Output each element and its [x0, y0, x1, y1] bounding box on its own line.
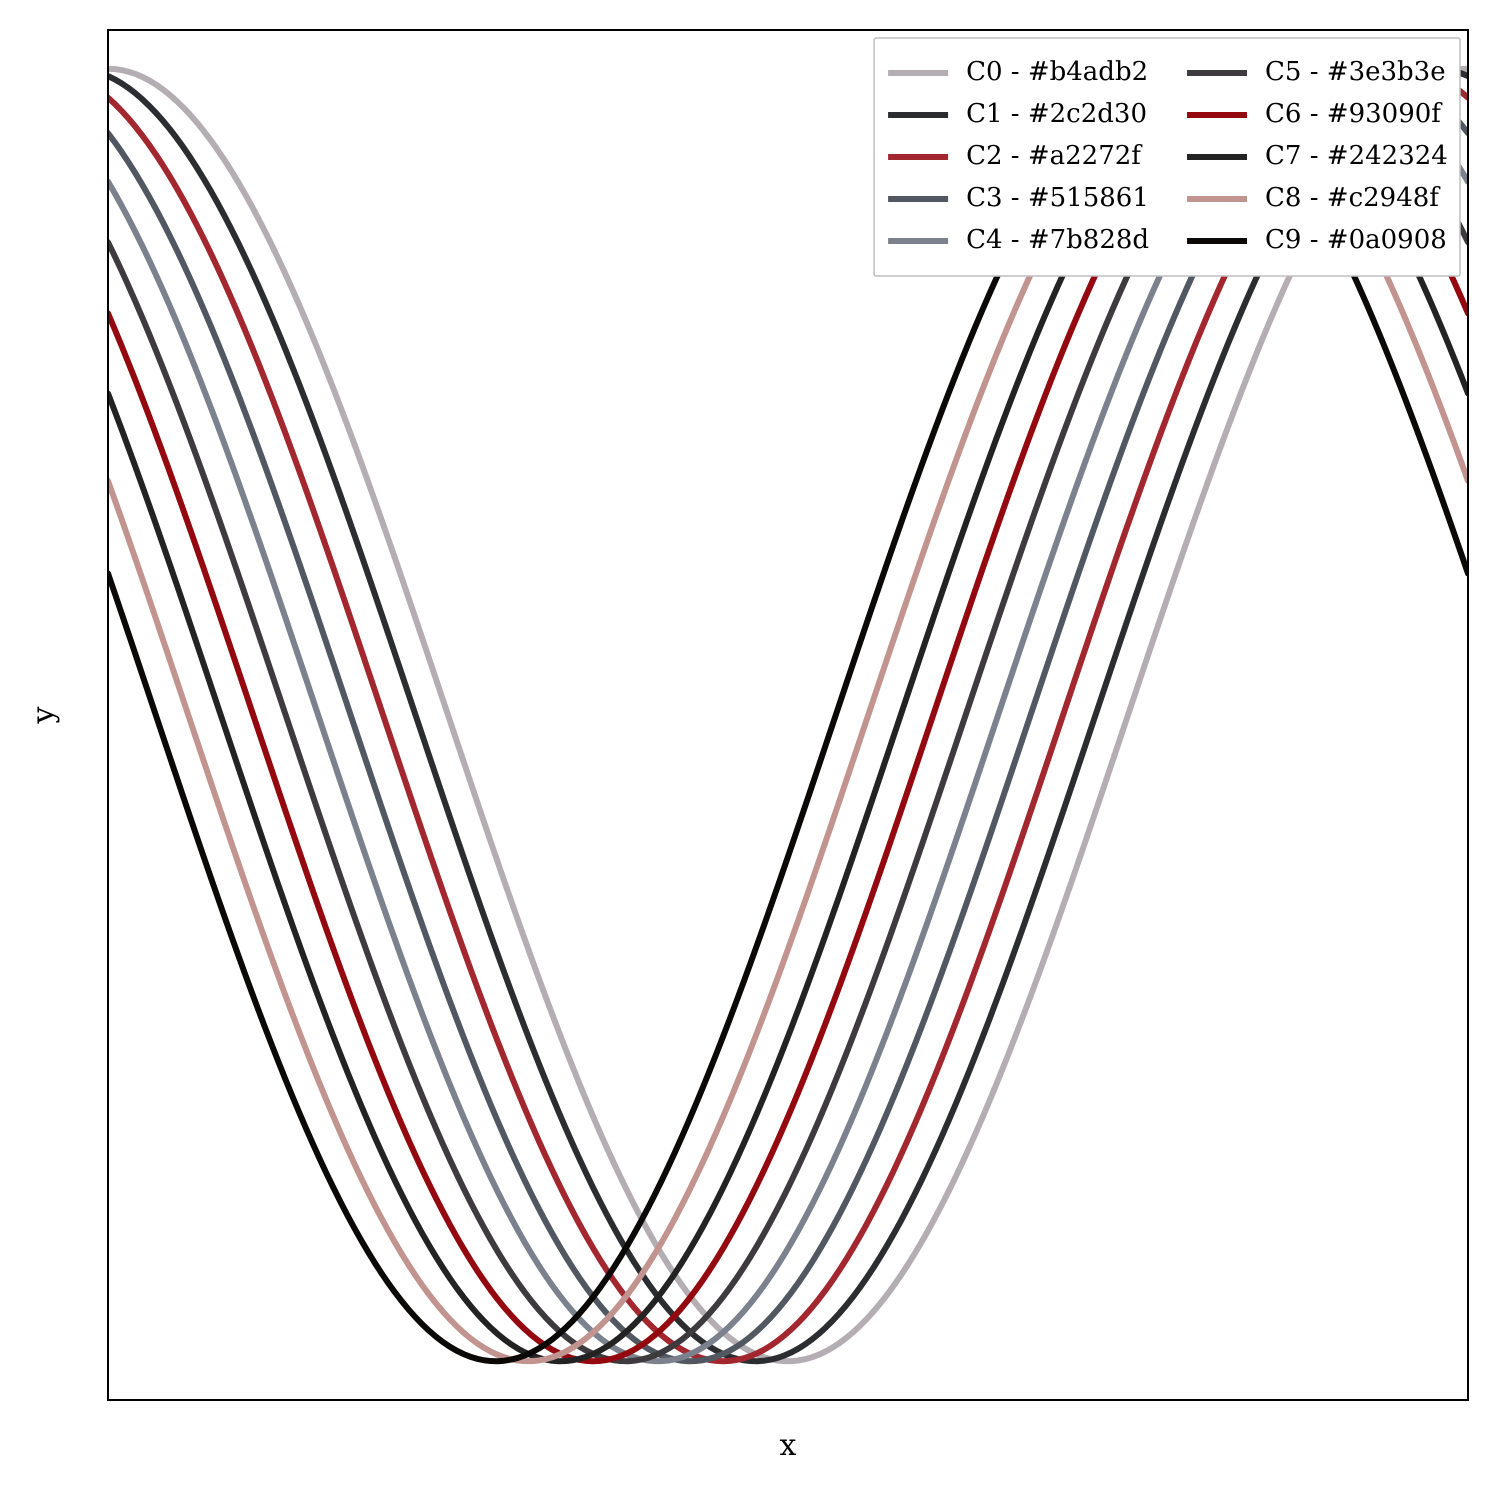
legend-label-C5: C5 - #3e3b3e — [1265, 57, 1446, 87]
legend-label-C6: C6 - #93090f — [1265, 99, 1443, 129]
line-chart: x y C0 - #b4adb2 C1 - #2c2d30 C2 - #a2272f C3… — [0, 0, 1500, 1500]
chart-container: x y C0 - #b4adb2 C1 - #2c2d30 C2 - #a2272f C3… — [0, 0, 1500, 1500]
legend-label-C0: C0 - #b4adb2 — [966, 57, 1148, 87]
legend-label-C3: C3 - #515861 — [966, 183, 1149, 213]
x-axis-label: x — [780, 1428, 797, 1463]
legend-label-C9: C9 - #0a0908 — [1265, 225, 1447, 255]
legend-label-C7: C7 - #242324 — [1265, 141, 1448, 171]
legend: C0 - #b4adb2 C1 - #2c2d30 C2 - #a2272f C3 -… — [874, 38, 1460, 276]
y-axis-label: y — [26, 706, 61, 724]
legend-label-C4: C4 - #7b828d — [966, 225, 1149, 255]
legend-label-C2: C2 - #a2272f — [966, 141, 1143, 171]
legend-label-C1: C1 - #2c2d30 — [966, 99, 1147, 129]
legend-label-C8: C8 - #c2948f — [1265, 183, 1441, 213]
